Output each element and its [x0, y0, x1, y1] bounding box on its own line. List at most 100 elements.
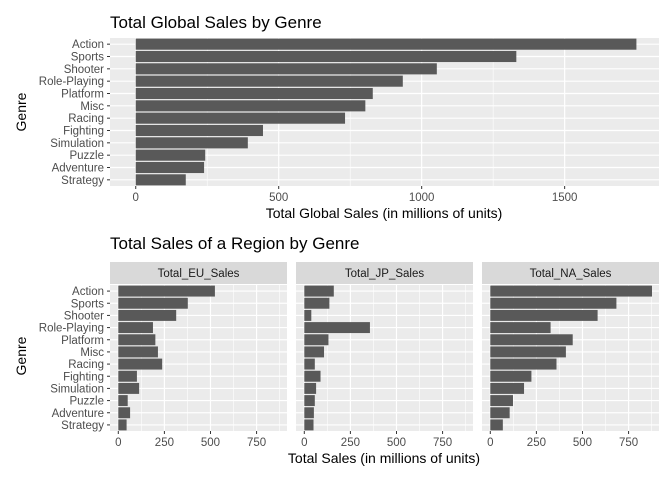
bar-total-na-sales-strategy: [490, 419, 503, 431]
facet-panel-background: [110, 285, 287, 431]
facet-strip: [482, 262, 659, 284]
facet-total-eu-sales: Total_EU_Sales 0 250 500 750: [110, 262, 287, 449]
bar-strategy: [135, 174, 186, 186]
y-tick-label: Racing: [68, 113, 104, 125]
bar-fighting: [135, 124, 263, 137]
y-tick-label: Fighting: [63, 371, 104, 383]
y-tick-label: Platform: [61, 335, 104, 347]
y-tick-label: Strategy: [61, 175, 104, 187]
facet-label: Total_NA_Sales: [530, 268, 612, 280]
facet-strip: [110, 262, 287, 284]
chart-title-regional: Total Sales of a Region by Genre: [110, 234, 359, 253]
bar-total-eu-sales-puzzle: [118, 395, 128, 407]
panel-background-global: [110, 38, 659, 186]
y-tick-label: Simulation: [50, 383, 104, 395]
bar-total-jp-sales-platform: [304, 334, 329, 346]
bar-total-jp-sales-adventure: [304, 407, 314, 419]
bar-total-jp-sales-fighting: [304, 370, 321, 382]
y-tick-label: Misc: [80, 101, 104, 113]
facet-panels: Total_EU_Sales 0 250 500 750 Total_JP_Sales 0 2…: [110, 262, 659, 449]
bar-total-eu-sales-platform: [118, 334, 156, 346]
y-tick-label: Misc: [80, 347, 104, 359]
x-tick-label: 250: [527, 437, 546, 449]
x-tick-label: 250: [155, 437, 174, 449]
bar-total-eu-sales-action: [118, 285, 215, 297]
y-tick-labels-global: ActionSportsShooterRole-PlayingPlatformM…: [39, 39, 110, 187]
bar-puzzle: [135, 149, 206, 161]
y-tick-label: Racing: [68, 359, 104, 371]
bar-total-eu-sales-simulation: [118, 382, 140, 394]
facet-label: Total_JP_Sales: [345, 268, 425, 280]
bar-total-na-sales-simulation: [490, 382, 525, 394]
x-tick-label: 1500: [552, 192, 578, 204]
y-tick-label: Action: [72, 39, 104, 51]
bar-total-eu-sales-sports: [118, 297, 188, 309]
y-tick-label: Simulation: [50, 138, 104, 150]
bar-sports: [135, 50, 517, 63]
bar-total-na-sales-fighting: [490, 370, 532, 382]
bar-total-jp-sales-puzzle: [304, 395, 315, 407]
x-tick-label: 0: [133, 192, 139, 204]
bars-global: [135, 38, 637, 186]
y-tick-label: Sports: [71, 52, 104, 64]
bar-total-na-sales-racing: [490, 358, 557, 370]
bar-total-eu-sales-racing: [118, 358, 163, 370]
bar-total-jp-sales-action: [304, 285, 334, 297]
y-tick-label: Role-Playing: [39, 323, 104, 335]
bar-total-na-sales-role-playing: [490, 322, 551, 334]
bar-total-eu-sales-fighting: [118, 370, 137, 382]
x-tick-label: 500: [387, 437, 406, 449]
y-tick-label: Puzzle: [69, 150, 104, 162]
facet-strip: [296, 262, 473, 284]
bar-racing: [135, 112, 346, 124]
bar-shooter: [135, 63, 437, 75]
y-tick-label: Role-Playing: [39, 76, 104, 88]
x-tick-label: 750: [433, 437, 452, 449]
x-tick-label: 750: [619, 437, 638, 449]
x-tick-label: 0: [301, 437, 307, 449]
bar-total-na-sales-puzzle: [490, 395, 513, 407]
bar-total-na-sales-sports: [490, 297, 617, 309]
x-tick-label: 0: [115, 437, 121, 449]
y-tick-label: Shooter: [64, 310, 104, 322]
x-axis-title-global: Total Global Sales (in millions of units…: [266, 205, 503, 221]
chart-title-global: Total Global Sales by Genre: [110, 13, 322, 32]
bar-total-na-sales-adventure: [490, 407, 510, 419]
x-tick-label: 500: [269, 192, 288, 204]
y-tick-label: Sports: [71, 298, 104, 310]
y-tick-label: Shooter: [64, 64, 104, 76]
bar-adventure: [135, 161, 205, 174]
bar-total-eu-sales-adventure: [118, 407, 131, 419]
bar-total-jp-sales-role-playing: [304, 322, 370, 334]
bar-action: [135, 38, 637, 50]
bar-total-na-sales-action: [490, 285, 652, 297]
y-tick-label: Puzzle: [69, 396, 104, 408]
bar-total-jp-sales-shooter: [304, 309, 312, 321]
bar-total-eu-sales-shooter: [118, 309, 177, 321]
x-tick-label: 500: [201, 437, 220, 449]
bar-platform: [135, 87, 373, 100]
facet-total-jp-sales: Total_JP_Sales 0 250 500 750: [296, 262, 473, 449]
bar-total-jp-sales-simulation: [304, 382, 317, 394]
y-tick-label: Platform: [61, 89, 104, 101]
bar-total-eu-sales-strategy: [118, 419, 127, 431]
y-tick-label: Adventure: [52, 408, 104, 420]
global-sales-chart: Total Global Sales by Genre ActionSports…: [13, 13, 659, 221]
bar-total-jp-sales-racing: [304, 358, 315, 370]
y-tick-label: Adventure: [52, 163, 104, 175]
bar-role-playing: [135, 75, 403, 87]
bar-total-eu-sales-role-playing: [118, 322, 153, 334]
bar-total-jp-sales-strategy: [304, 419, 314, 431]
bar-total-eu-sales-misc: [118, 346, 158, 358]
x-tick-labels-global: 0 500 1000 1500: [133, 186, 578, 204]
y-tick-labels-regional: ActionSportsShooterRole-PlayingPlatformM…: [39, 286, 110, 432]
x-tick-label: 0: [487, 437, 493, 449]
y-tick-label: Fighting: [63, 126, 104, 138]
facet-panel-background: [482, 285, 659, 431]
y-tick-label: Action: [72, 286, 104, 298]
x-tick-label: 250: [341, 437, 360, 449]
x-tick-label: 500: [573, 437, 592, 449]
bar-total-na-sales-platform: [490, 334, 573, 346]
x-axis-title-regional: Total Sales (in millions of units): [288, 450, 480, 466]
